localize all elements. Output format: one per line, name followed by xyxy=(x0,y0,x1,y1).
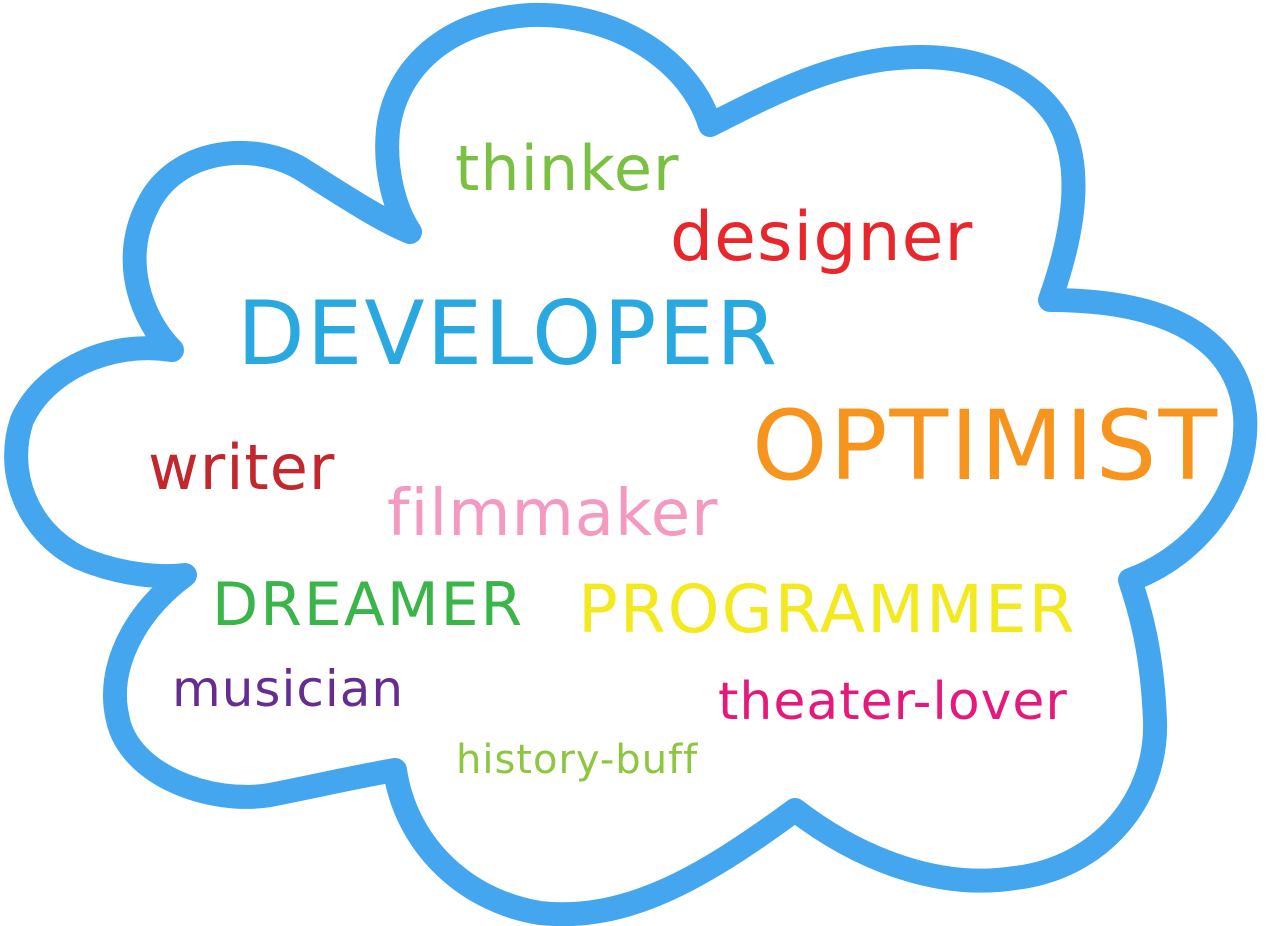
word-theater-lover: theater-lover xyxy=(718,672,1068,732)
word-thinker: thinker xyxy=(455,132,680,205)
word-writer: writer xyxy=(148,431,336,504)
word-designer: designer xyxy=(670,198,974,277)
word-optimist: OPTIMIST xyxy=(752,390,1220,502)
word-programmer: PROGRAMMER xyxy=(578,571,1077,648)
word-developer: DEVELOPER xyxy=(237,282,780,385)
word-dreamer: DREAMER xyxy=(212,570,525,640)
word-history-buff: history-buff xyxy=(456,737,699,783)
word-musician: musician xyxy=(172,660,405,718)
word-filmmaker: filmmaker xyxy=(387,477,719,551)
cloud-shape xyxy=(4,2,1258,926)
